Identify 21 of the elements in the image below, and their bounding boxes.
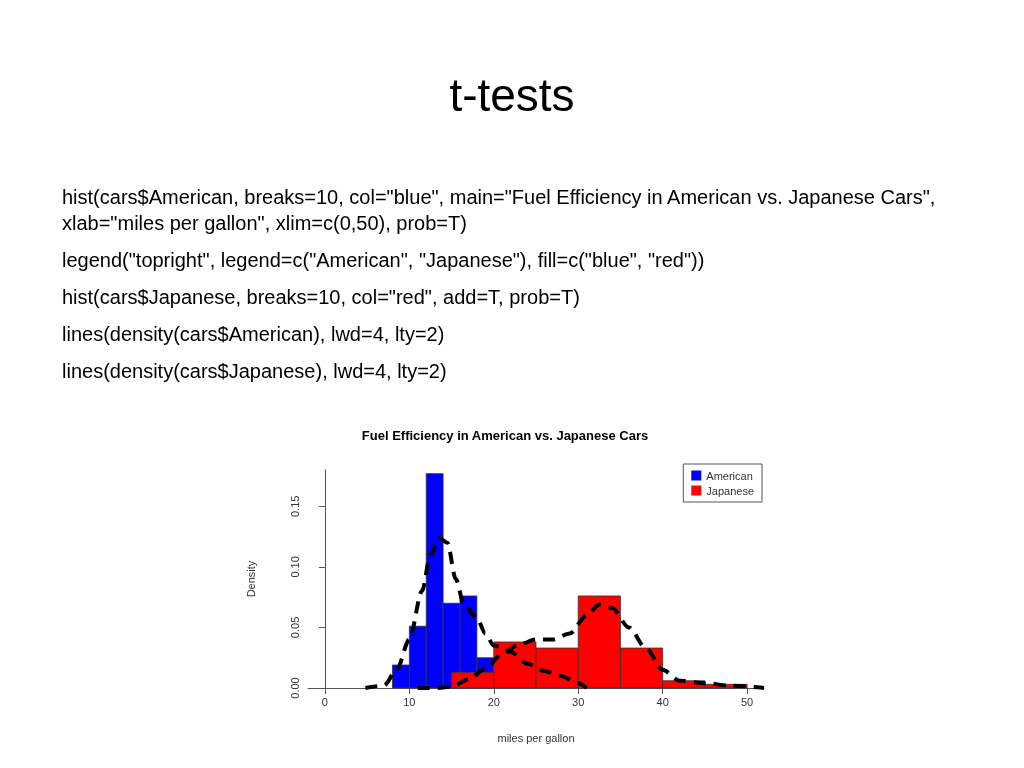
x-tick-label: 40 (656, 695, 669, 708)
text: legend("topright", legend=c("American", "Japanese"), fill=c("blue", "red")) (62, 248, 706, 273)
x-tick-label: 20 (487, 695, 500, 708)
text: hist(cars$Japanese, breaks=10, col="red", add=T, prob=T) (62, 285, 581, 310)
legend-label: Japanese (706, 484, 755, 497)
x-axis-title: miles per gallon (497, 731, 575, 744)
y-tick-label: 0.00 (288, 677, 301, 699)
y-tick-label: 0.05 (288, 616, 301, 639)
x-tick-label: 50 (740, 695, 754, 708)
x-tick-label: 0 (321, 695, 328, 708)
y-tick-label: 0.15 (288, 495, 301, 518)
text: t-tests (448, 68, 576, 122)
text: lines(density(cars$American), lwd=4, lty=2) (62, 322, 446, 347)
y-axis-title: Density (244, 560, 257, 598)
text: hist(cars$American, breaks=10, col="blue", main="Fuel Efficiency in American vs. Japanese Cars", xlab="miles per gallon", xlim=c(0,50), prob=T) (62, 185, 937, 236)
chart-title: Fuel Efficiency in American vs. Japanese Cars (361, 428, 649, 443)
legend-label: American (706, 469, 753, 482)
y-tick-label: 0.10 (288, 556, 301, 578)
text: lines(density(cars$Japanese), lwd=4, lty=2) (62, 359, 448, 384)
x-tick-label: 10 (403, 695, 416, 708)
x-tick-label: 30 (572, 695, 585, 708)
